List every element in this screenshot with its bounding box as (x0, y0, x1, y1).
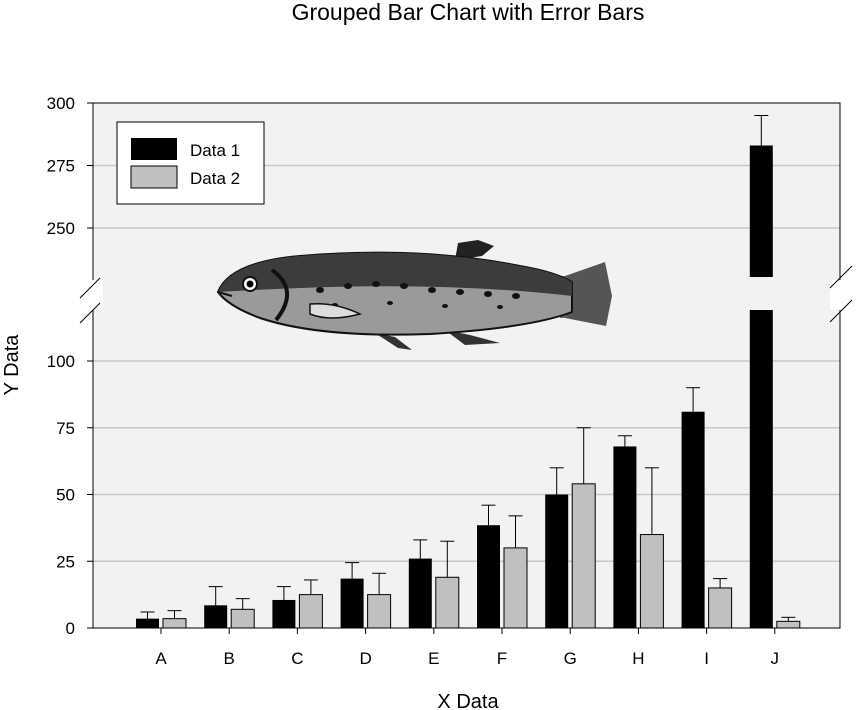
y-tick-label: 0 (66, 619, 75, 638)
x-tick-label: D (359, 649, 371, 668)
x-tick-label: E (428, 649, 439, 668)
bar-data-1-e (408, 558, 432, 628)
bar-data-1-j-upper (749, 145, 773, 277)
y-tick-label: 250 (47, 219, 75, 238)
y-tick-label: 100 (47, 352, 75, 371)
bar-data-1-i (681, 411, 705, 628)
bar-data-1-j (749, 310, 773, 628)
bar-data-2-i (708, 587, 733, 629)
x-tick-label: B (224, 649, 235, 668)
y-tick-label: 75 (56, 419, 75, 438)
x-tick-label: C (291, 649, 303, 668)
legend-swatch-data-2 (130, 165, 178, 189)
x-tick-label: H (632, 649, 644, 668)
legend: Data 1 Data 2 (116, 121, 265, 205)
x-tick-label: F (497, 649, 507, 668)
bar-data-2-d (367, 594, 392, 629)
bar-data-1-d (340, 578, 364, 628)
legend-label-data-1: Data 1 (190, 141, 240, 160)
bar-data-2-h (639, 534, 664, 629)
y-tick-label: 300 (47, 94, 75, 113)
bar-data-2-j (776, 620, 801, 629)
x-tick-label: I (704, 649, 709, 668)
bar-data-2-b (230, 608, 255, 629)
bar-data-1-f (477, 525, 500, 628)
bar-data-2-f (503, 547, 528, 629)
bar-data-2-a (162, 618, 187, 629)
x-tick-label: G (564, 649, 577, 668)
bar-data-2-g (571, 483, 596, 629)
error-bars (140, 115, 796, 622)
x-axis-label: X Data (437, 691, 499, 710)
bar-data-2-e (435, 576, 460, 629)
y-axis-label: Y Data (1, 334, 23, 396)
y-tick-label: 50 (56, 486, 75, 505)
bar-data-1-a (136, 618, 159, 628)
bar-data-2-c (298, 594, 323, 629)
fish-illustration (216, 240, 612, 350)
x-axis-ticks: A B C D E F G H I J (155, 628, 779, 668)
y-tick-label: 275 (47, 157, 75, 176)
x-tick-label: J (771, 649, 780, 668)
plot-frame (92, 102, 841, 629)
bar-data-1-b (204, 605, 228, 628)
gridlines (93, 164, 840, 562)
y-axis-ticks: 0 25 50 75 100 250 275 300 (47, 94, 93, 638)
x-tick-label: A (155, 649, 167, 668)
y-tick-label: 25 (56, 552, 75, 571)
chart-title: Grouped Bar Chart with Error Bars (292, 0, 645, 25)
bars (136, 145, 801, 629)
bar-data-1-g (545, 494, 569, 628)
axis-break (79, 265, 853, 324)
legend-swatch-data-1 (131, 138, 177, 160)
bar-data-1-h (613, 446, 637, 628)
bar-data-1-c (272, 599, 296, 628)
legend-label-data-2: Data 2 (190, 169, 240, 188)
